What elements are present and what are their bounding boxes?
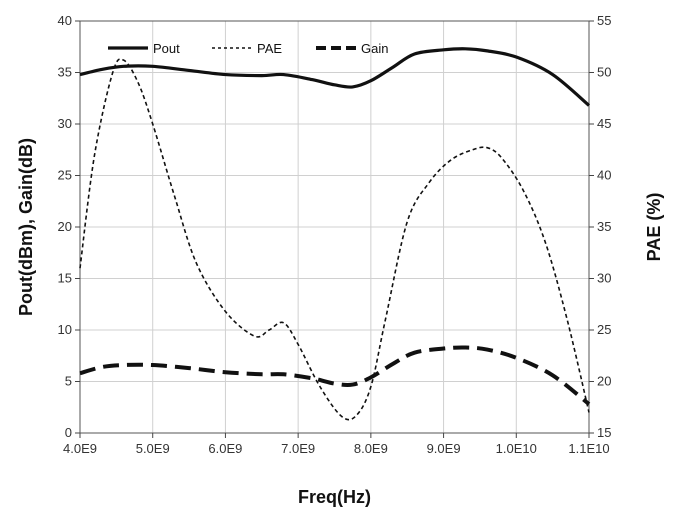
y2-tick-label: 30 — [597, 271, 611, 286]
y-tick-label: 5 — [65, 374, 72, 389]
y-axis-title: Pout(dBm), Gain(dB) — [16, 138, 36, 316]
series-line-pout — [79, 47, 591, 107]
x-tick-label: 5.0E9 — [136, 441, 170, 456]
ticks-group: 4.0E9 5.0E9 6.0E9 7.0E9 8.0E9 9.0E9 1.0E10 1.1E… — [58, 13, 612, 456]
y2-tick-label: 45 — [597, 116, 611, 131]
x-tick-label: 4.0E9 — [63, 441, 97, 456]
y2-axis-title: PAE (%) — [644, 193, 664, 262]
x-tick-label: 7.0E9 — [281, 441, 315, 456]
x-tick-label: 6.0E9 — [208, 441, 242, 456]
legend: Pout PAE Gain — [108, 41, 388, 56]
y-tick-label: 40 — [58, 13, 72, 28]
legend-label-pae: PAE — [257, 41, 282, 56]
series-line-pae — [79, 58, 590, 421]
y-tick-label: 35 — [58, 65, 72, 80]
legend-label-gain: Gain — [361, 41, 388, 56]
y2-tick-label: 20 — [597, 374, 611, 389]
grid — [79, 20, 590, 434]
y2-tick-label: 15 — [597, 425, 611, 440]
y2-tick-label: 25 — [597, 322, 611, 337]
y2-tick-label: 35 — [597, 219, 611, 234]
y-tick-label: 25 — [58, 168, 72, 183]
y-tick-label: 20 — [58, 219, 72, 234]
y-tick-label: 15 — [58, 271, 72, 286]
series-group — [79, 47, 591, 421]
y2-tick-label: 55 — [597, 13, 611, 28]
x-axis-title: Freq(Hz) — [298, 487, 371, 507]
series-line-gain — [79, 345, 591, 406]
y-tick-label: 10 — [58, 322, 72, 337]
x-tick-label: 1.1E10 — [568, 441, 609, 456]
x-tick-label: 9.0E9 — [427, 441, 461, 456]
y2-tick-label: 50 — [597, 65, 611, 80]
y2-tick-label: 40 — [597, 168, 611, 183]
y-tick-label: 30 — [58, 116, 72, 131]
x-tick-label: 8.0E9 — [354, 441, 388, 456]
y-tick-label: 0 — [65, 425, 72, 440]
legend-label-pout: Pout — [153, 41, 180, 56]
x-tick-label: 1.0E10 — [496, 441, 537, 456]
